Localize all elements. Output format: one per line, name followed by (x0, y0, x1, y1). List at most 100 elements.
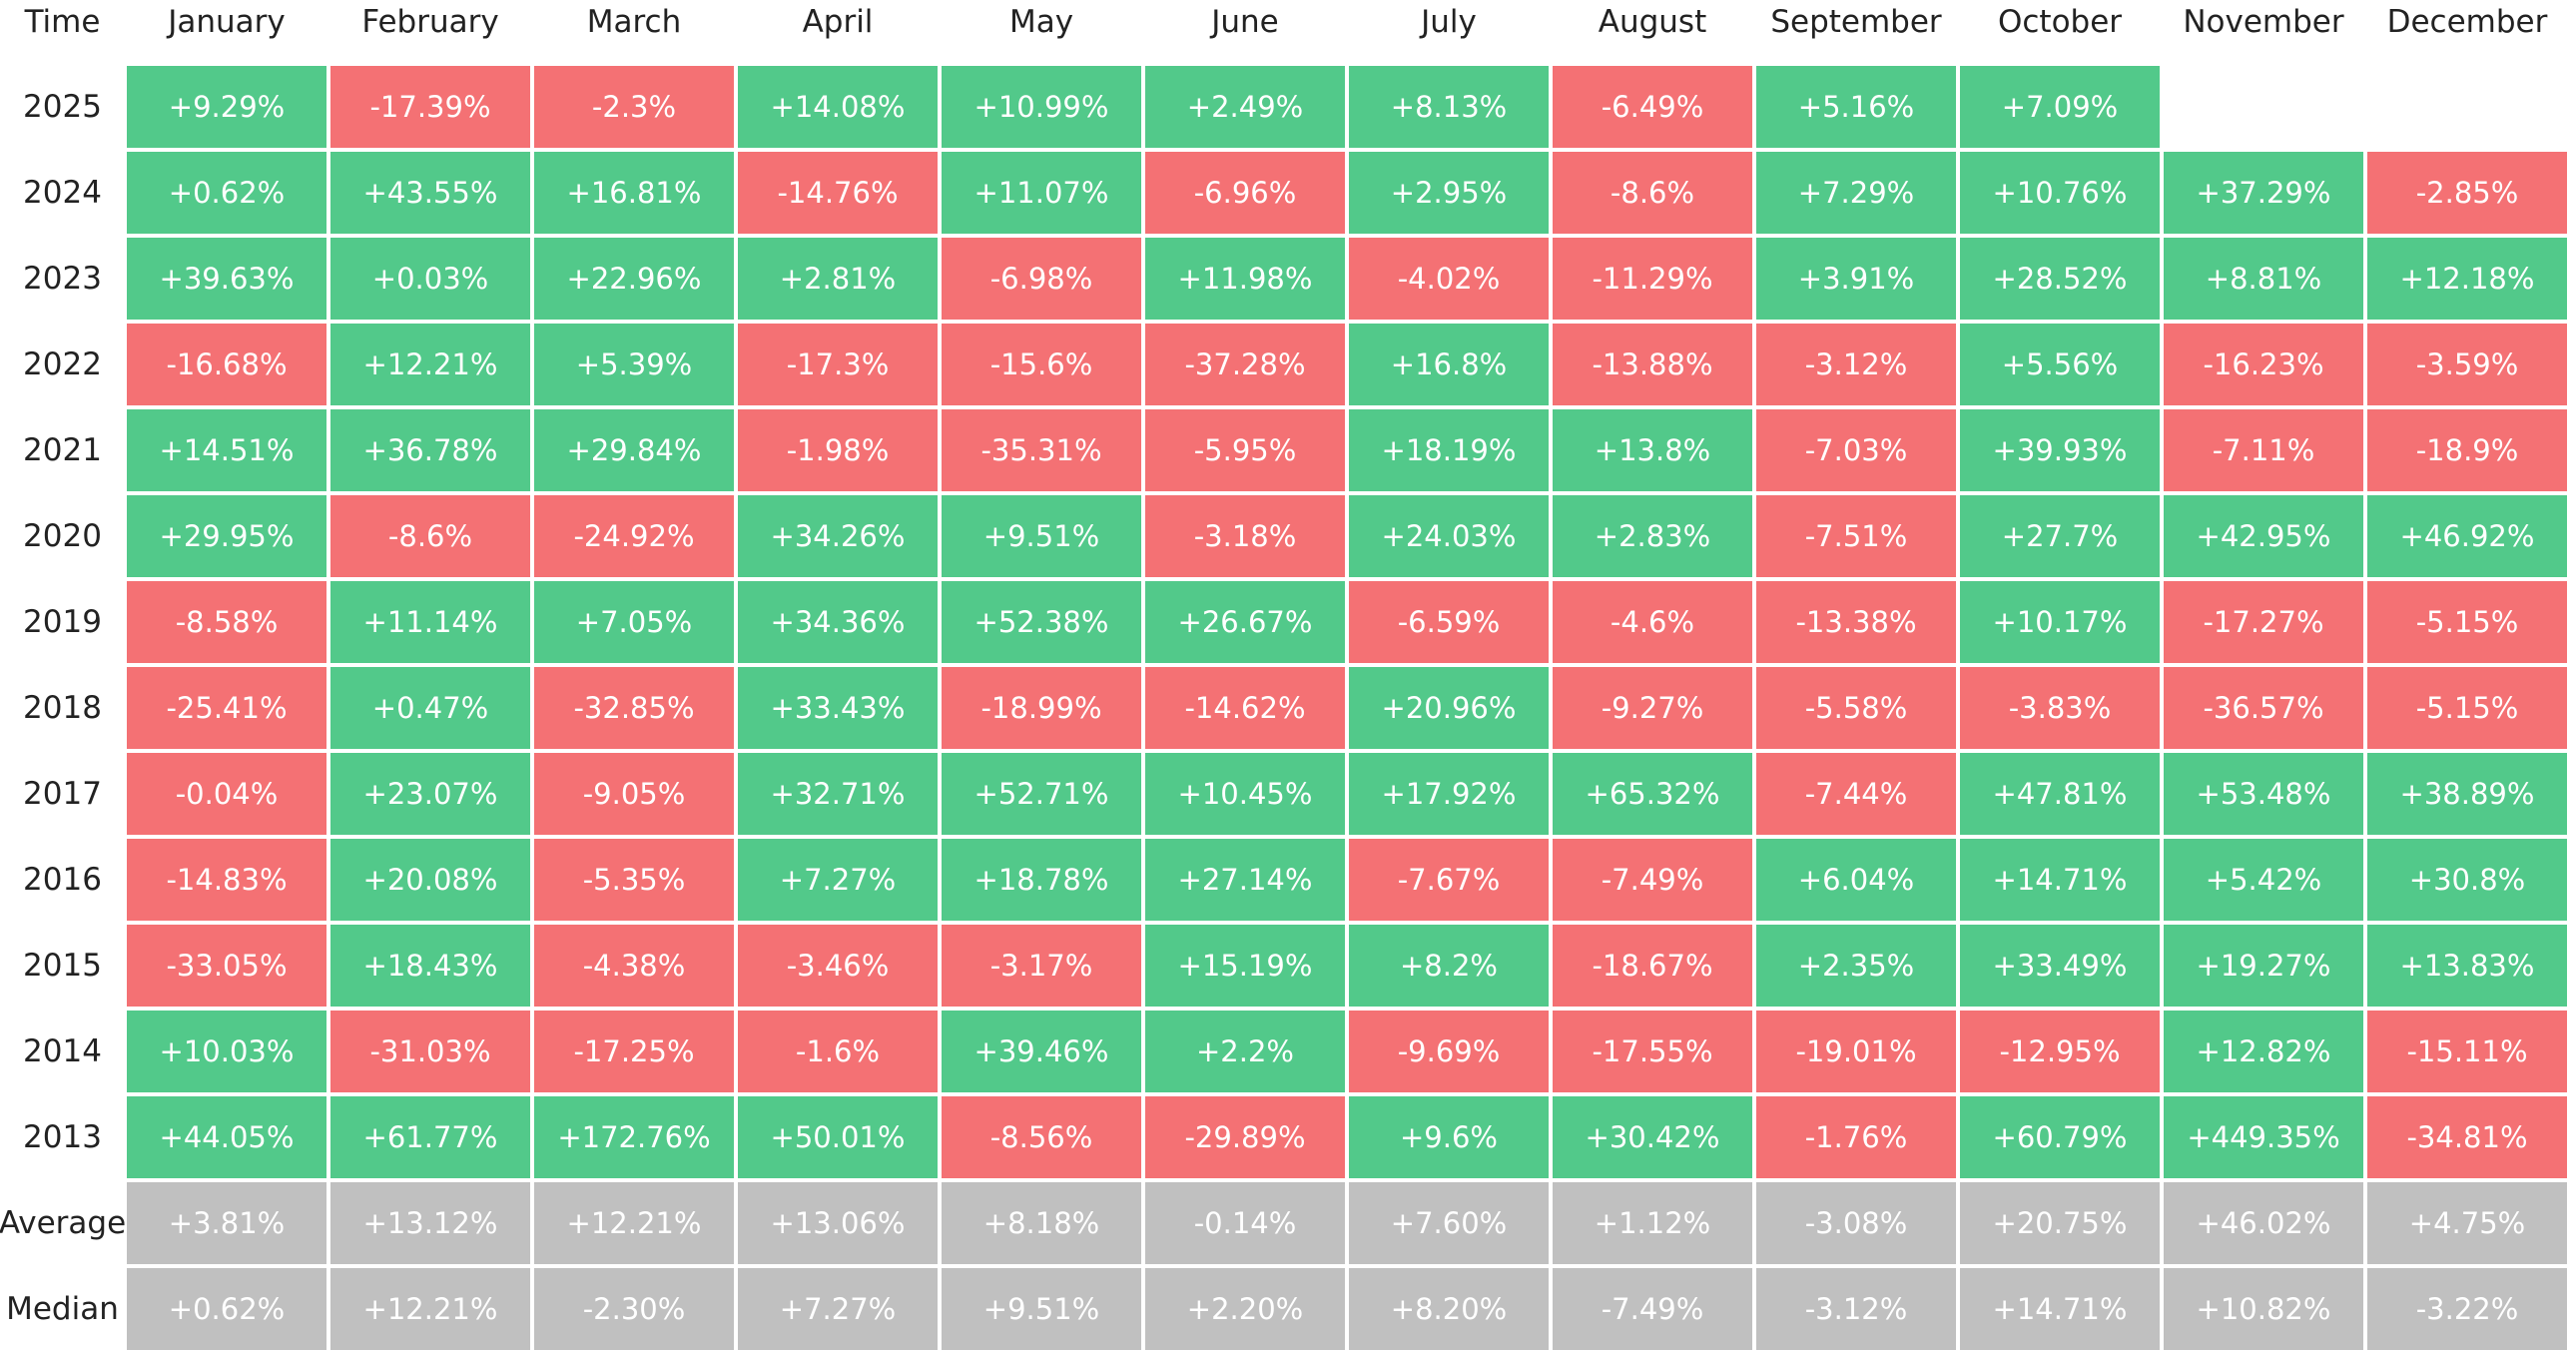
return-cell: +10.03% (125, 1009, 328, 1094)
return-cell: +12.82% (2162, 1009, 2365, 1094)
return-cell: +11.14% (328, 579, 532, 665)
return-cell: -5.15% (2365, 579, 2569, 665)
column-header: August (1551, 0, 1754, 64)
return-cell: +12.21% (328, 322, 532, 407)
return-cell: -13.88% (1551, 322, 1754, 407)
summary-cell: +46.02% (2162, 1180, 2365, 1266)
return-cell: +7.09% (1958, 64, 2162, 150)
return-cell: +2.83% (1551, 493, 1754, 579)
summary-cell: -0.14% (1143, 1180, 1347, 1266)
return-cell: +12.18% (2365, 236, 2569, 322)
return-cell: +0.03% (328, 236, 532, 322)
empty-cell (2162, 64, 2365, 150)
return-cell: +65.32% (1551, 751, 1754, 837)
summary-cell: +12.21% (328, 1266, 532, 1352)
return-cell: -2.3% (532, 64, 736, 150)
return-cell: -2.85% (2365, 150, 2569, 236)
row-label: 2018 (0, 665, 125, 751)
summary-cell: +2.20% (1143, 1266, 1347, 1352)
return-cell: +33.43% (736, 665, 940, 751)
return-cell: +449.35% (2162, 1094, 2365, 1180)
return-cell: +17.92% (1347, 751, 1551, 837)
summary-cell: +3.81% (125, 1180, 328, 1266)
column-header: June (1143, 0, 1347, 64)
return-cell: +2.81% (736, 236, 940, 322)
column-header: May (940, 0, 1143, 64)
empty-cell (2365, 64, 2569, 150)
return-cell: +46.92% (2365, 493, 2569, 579)
return-cell: -6.59% (1347, 579, 1551, 665)
summary-cell: +12.21% (532, 1180, 736, 1266)
return-cell: +5.16% (1754, 64, 1958, 150)
return-cell: +3.91% (1754, 236, 1958, 322)
return-cell: +11.07% (940, 150, 1143, 236)
return-cell: +61.77% (328, 1094, 532, 1180)
return-cell: +14.51% (125, 407, 328, 493)
return-cell: +30.42% (1551, 1094, 1754, 1180)
return-cell: +36.78% (328, 407, 532, 493)
return-cell: +28.52% (1958, 236, 2162, 322)
return-cell: -1.76% (1754, 1094, 1958, 1180)
return-cell: +37.29% (2162, 150, 2365, 236)
return-cell: -31.03% (328, 1009, 532, 1094)
return-cell: -3.17% (940, 923, 1143, 1009)
return-cell: +13.8% (1551, 407, 1754, 493)
column-header: March (532, 0, 736, 64)
column-header: February (328, 0, 532, 64)
return-cell: +20.96% (1347, 665, 1551, 751)
return-cell: -7.67% (1347, 837, 1551, 923)
return-cell: +52.71% (940, 751, 1143, 837)
row-label: Average (0, 1180, 126, 1266)
return-cell: -32.85% (532, 665, 736, 751)
return-cell: -12.95% (1958, 1009, 2162, 1094)
return-cell: -3.46% (736, 923, 940, 1009)
return-cell: +14.08% (736, 64, 940, 150)
summary-cell: +10.82% (2162, 1266, 2365, 1352)
return-cell: +53.48% (2162, 751, 2365, 837)
summary-cell: -3.12% (1754, 1266, 1958, 1352)
return-cell: -3.83% (1958, 665, 2162, 751)
return-cell: +39.46% (940, 1009, 1143, 1094)
row-label: 2025 (0, 64, 125, 150)
return-cell: -37.28% (1143, 322, 1347, 407)
return-cell: +16.8% (1347, 322, 1551, 407)
return-cell: -5.58% (1754, 665, 1958, 751)
return-cell: +0.62% (125, 150, 328, 236)
return-cell: -7.44% (1754, 751, 1958, 837)
return-cell: +18.78% (940, 837, 1143, 923)
return-cell: +32.71% (736, 751, 940, 837)
return-cell: +14.71% (1958, 837, 2162, 923)
summary-cell: +7.27% (736, 1266, 940, 1352)
return-cell: -5.35% (532, 837, 736, 923)
return-cell: +27.14% (1143, 837, 1347, 923)
return-cell: -8.58% (125, 579, 328, 665)
return-cell: +13.83% (2365, 923, 2569, 1009)
return-cell: -18.9% (2365, 407, 2569, 493)
return-cell: -36.57% (2162, 665, 2365, 751)
summary-cell: +14.71% (1958, 1266, 2162, 1352)
row-label: Median (0, 1266, 125, 1352)
column-header: September (1754, 0, 1958, 64)
return-cell: +9.6% (1347, 1094, 1551, 1180)
return-cell: +10.17% (1958, 579, 2162, 665)
row-label: 2015 (0, 923, 125, 1009)
return-cell: -16.23% (2162, 322, 2365, 407)
return-cell: +43.55% (328, 150, 532, 236)
return-cell: +7.27% (736, 837, 940, 923)
return-cell: +33.49% (1958, 923, 2162, 1009)
return-cell: -6.96% (1143, 150, 1347, 236)
return-cell: +18.19% (1347, 407, 1551, 493)
return-cell: +11.98% (1143, 236, 1347, 322)
summary-cell: +1.12% (1551, 1180, 1754, 1266)
row-label: 2024 (0, 150, 125, 236)
return-cell: -8.6% (328, 493, 532, 579)
return-cell: +9.29% (125, 64, 328, 150)
return-cell: +2.49% (1143, 64, 1347, 150)
return-cell: -35.31% (940, 407, 1143, 493)
row-label: 2016 (0, 837, 125, 923)
return-cell: -24.92% (532, 493, 736, 579)
return-cell: +60.79% (1958, 1094, 2162, 1180)
row-label: 2023 (0, 236, 125, 322)
